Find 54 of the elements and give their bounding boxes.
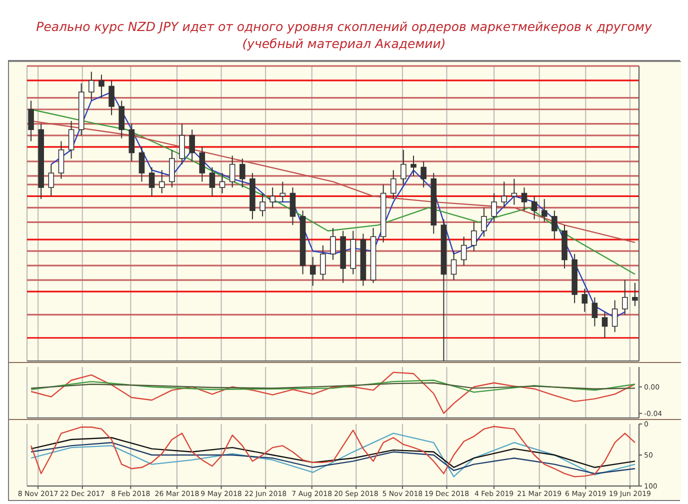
candlestick bbox=[582, 288, 588, 312]
candlestick bbox=[98, 74, 104, 98]
candlestick bbox=[622, 280, 628, 316]
candlestick bbox=[320, 244, 326, 281]
candlestick bbox=[552, 210, 558, 240]
candlestick bbox=[179, 123, 185, 165]
candlestick bbox=[501, 181, 507, 208]
candlestick bbox=[280, 181, 286, 202]
line-series bbox=[30, 442, 636, 474]
candlestick bbox=[521, 186, 528, 212]
candlestick bbox=[209, 166, 216, 197]
candlestick bbox=[158, 170, 165, 194]
candlestick bbox=[390, 170, 396, 200]
candlestick bbox=[270, 186, 276, 208]
candlestick bbox=[471, 222, 477, 252]
candlestick bbox=[310, 256, 316, 286]
candlestick bbox=[420, 160, 426, 188]
candlestick bbox=[400, 149, 406, 186]
candlestick bbox=[410, 155, 416, 176]
candlestick bbox=[219, 172, 226, 194]
candlestick bbox=[28, 100, 34, 142]
line-series bbox=[30, 372, 636, 414]
candlestick bbox=[260, 192, 266, 217]
candlestick bbox=[189, 129, 195, 162]
candlestick bbox=[169, 149, 175, 188]
candlestick bbox=[118, 100, 124, 139]
candlestick bbox=[531, 196, 538, 220]
candlestick bbox=[88, 71, 94, 102]
candlestick bbox=[491, 192, 497, 223]
candlestick bbox=[602, 311, 608, 338]
chart-subtitle: (учебный материал Академии) bbox=[241, 35, 447, 52]
candlestick bbox=[460, 236, 467, 266]
candlestick bbox=[612, 300, 618, 333]
candlestick bbox=[68, 120, 74, 160]
candlestick bbox=[592, 296, 598, 327]
candlestick bbox=[290, 186, 296, 226]
chart-title: Реально курс NZD JPY идет от одного уровня скоплений ордеров маркетмейкеров к другому bbox=[35, 18, 653, 35]
candlestick bbox=[138, 146, 145, 182]
candlestick bbox=[229, 155, 236, 188]
candlestick bbox=[148, 166, 155, 197]
candlestick bbox=[450, 250, 457, 281]
candlestick bbox=[541, 198, 548, 223]
candlestick bbox=[481, 207, 487, 238]
candlestick bbox=[58, 140, 64, 180]
candlestick bbox=[128, 123, 135, 162]
candlestick bbox=[632, 282, 638, 307]
candlestick bbox=[199, 146, 206, 182]
candlestick bbox=[511, 178, 518, 206]
line-series bbox=[30, 437, 636, 468]
candlestick bbox=[48, 164, 54, 197]
candlestick bbox=[239, 158, 246, 188]
candlestick bbox=[108, 80, 114, 116]
line-series bbox=[30, 380, 636, 393]
candlestick bbox=[330, 227, 336, 260]
